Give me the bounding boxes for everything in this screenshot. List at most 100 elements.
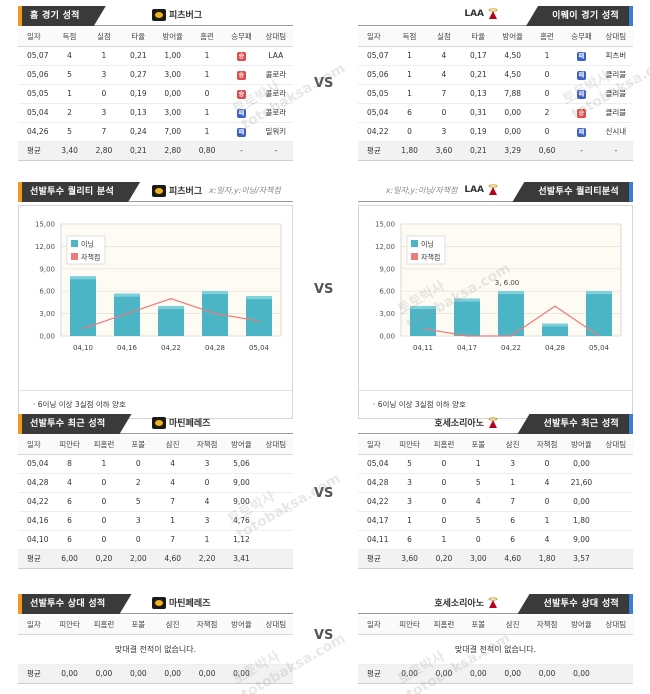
table-cell: 0,00	[564, 664, 599, 684]
column-header: 방어율	[564, 436, 599, 455]
angels-logo-icon	[487, 184, 499, 196]
table-cell: 2,80	[155, 141, 190, 161]
table-cell: 0	[86, 530, 122, 550]
table-cell: 04,22	[358, 122, 393, 142]
table-cell: 0,00	[392, 664, 427, 684]
home-record-panel: 홈 경기 성적 피츠버그 일자 득점 실점 타율 방어율 홈런 승무패 상대팀 05,07 4 1 0…	[18, 6, 293, 161]
table-cell: 4	[155, 473, 190, 493]
bar-innings	[586, 291, 612, 336]
table-cell: 0,00	[564, 492, 599, 512]
table-cell: 05,04	[18, 454, 53, 474]
table-cell: 4	[52, 46, 87, 66]
table-cell: 3,00	[155, 103, 190, 123]
table-cell: 0	[121, 454, 156, 474]
table-cell: 0,19	[121, 84, 156, 104]
table-cell: 3	[121, 511, 156, 531]
table-cell	[258, 511, 293, 531]
table-cell: 7,88	[495, 84, 530, 104]
pitcher-vs-table: 일자 피안타 피홈런 포볼 삼진 자책점 방어율 상대팀 맞대결 전적이 없습니다. 평균 0,00…	[358, 616, 633, 684]
y-tick-label: 3,00	[39, 310, 55, 318]
empty-message: 맞대결 전적이 없습니다.	[358, 634, 633, 665]
table-row: 04,17 1 0 5 6 1 1,80	[358, 511, 633, 531]
table-cell: 2,00	[121, 549, 156, 569]
table-cell: 0,00	[495, 122, 530, 142]
column-header: 삼진	[155, 436, 190, 455]
result-badge: 패	[236, 127, 246, 137]
column-header: 포볼	[121, 436, 156, 455]
table-cell: 0,24	[121, 122, 156, 142]
table-row: 05,04 6 0 0,31 0,00 2 승 클리블	[358, 103, 633, 123]
result-cell: 패	[224, 103, 259, 123]
result-badge: 승	[576, 108, 586, 118]
result-badge: 승	[236, 89, 246, 99]
column-header: 승무패	[564, 28, 599, 47]
column-header: 방어율	[564, 616, 599, 635]
bar-top	[246, 296, 272, 300]
table-cell: 1,12	[224, 530, 259, 550]
result-badge: 패	[576, 89, 586, 99]
table-cell: 0,21	[461, 141, 496, 161]
table-cell: -	[564, 141, 599, 161]
column-header: 방어율	[495, 28, 530, 47]
quality-chart-left: 15,00 12,00 9,00 6,00 3,00 0,00 04,10 04,16 04,2…	[18, 205, 293, 419]
table-cell: 8	[52, 454, 87, 474]
table-cell: 1	[392, 65, 427, 85]
table-cell: 0,00	[52, 664, 87, 684]
table-cell: 4,76	[224, 511, 259, 531]
earned-runs-line	[82, 298, 260, 330]
table-cell: 0,21	[121, 141, 156, 161]
result-badge: 승	[236, 51, 246, 61]
pitcher-recent-table: 일자 피안타 피홈런 포볼 삼진 자책점 방어율 상대팀 05,04 8 1 0 4 3 5,06 04,28…	[18, 436, 293, 569]
table-cell: 4,60	[155, 549, 190, 569]
table-cell: 0	[189, 84, 225, 104]
column-header: 상대팀	[598, 28, 633, 47]
table-cell: 6	[392, 103, 427, 123]
table-cell: 6	[495, 511, 530, 531]
table-cell: 3,41	[224, 549, 259, 569]
result-badge: 패	[576, 70, 586, 80]
table-cell: 4	[426, 65, 462, 85]
table-cell: 0,13	[121, 103, 156, 123]
vs-label: VS	[314, 282, 334, 297]
table-cell: 1	[392, 84, 427, 104]
table-cell: 0	[121, 530, 156, 550]
table-cell: 4	[155, 454, 190, 474]
legend-label: 자책점	[421, 253, 440, 262]
x-tick-label: 04,28	[205, 344, 225, 352]
table-cell: 1	[529, 511, 565, 531]
table-cell: 3	[86, 103, 122, 123]
table-cell: 2	[52, 103, 87, 123]
table-cell: 5,06	[224, 454, 259, 474]
result-badge: 패	[576, 51, 586, 61]
panel-title: 선발투수 상대 성적	[18, 594, 132, 614]
table-cell: 3	[189, 454, 225, 474]
table-cell: 콜로라	[258, 84, 293, 104]
average-row: 평균 1,80 3,60 0,21 3,29 0,60- -	[358, 141, 633, 161]
table-row: 05,06 5 3 0,27 3,00 1 승 콜로라	[18, 65, 293, 85]
table-cell: 0,00	[529, 664, 565, 684]
column-header: 삼진	[155, 616, 190, 635]
table-row: 05,07 4 1 0,21 1,00 1 승 LAA	[18, 46, 293, 66]
table-cell: 21,60	[564, 473, 599, 493]
pitcher-recent-panel-left: 선발투수 최근 성적 마틴페레즈 일자 피안타 피홈런 포볼 삼진 자책점 방어율 상대팀 05…	[18, 414, 293, 569]
table-cell: 4,50	[495, 46, 530, 66]
panel-header: 선발투수 퀄리티 분석 피츠버그 x:일자,y:이닝/자책점	[18, 182, 293, 204]
bar-top	[454, 298, 480, 302]
y-tick-label: 12,00	[35, 243, 55, 251]
table-cell: 05,07	[18, 46, 53, 66]
table-cell: 9,00	[564, 530, 599, 550]
table-cell: 0,00	[86, 664, 122, 684]
average-row: 평균 0,00 0,00 0,00 0,00 0,00 0,00	[18, 664, 293, 684]
table-cell: 0,00	[564, 454, 599, 474]
result-badge: 승	[236, 70, 246, 80]
table-cell: 6	[495, 530, 530, 550]
table-cell: 0,60	[529, 141, 565, 161]
table-cell: 04,17	[358, 511, 393, 531]
data-point-label: 3, 6.00	[495, 279, 520, 287]
x-tick-label: 04,16	[117, 344, 138, 352]
y-tick-label: 12,00	[375, 243, 395, 251]
table-cell: 1	[86, 46, 122, 66]
result-cell: 승	[224, 65, 259, 85]
pirates-logo-icon	[152, 416, 166, 429]
table-cell	[598, 473, 633, 493]
